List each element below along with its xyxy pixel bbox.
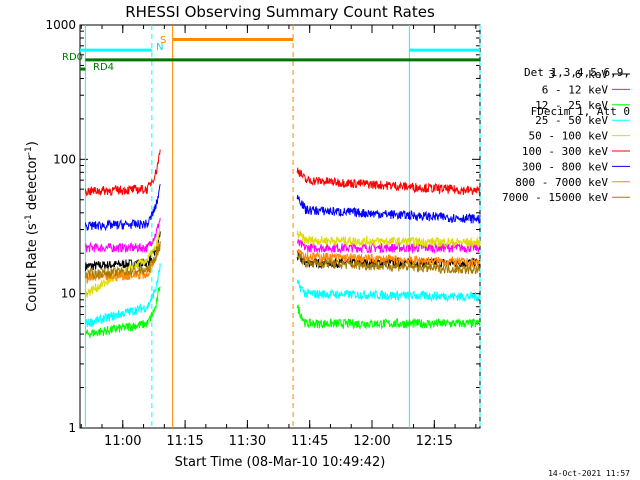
series-line <box>296 250 481 275</box>
series-line <box>84 149 161 197</box>
series-line <box>84 263 161 328</box>
x-tick-label: 12:00 <box>353 434 390 449</box>
x-tick-label: 11:45 <box>291 434 328 449</box>
flag-annotation-rd4: RD4 <box>93 62 114 73</box>
flag-annotation-rd0: RD0 <box>62 52 83 63</box>
legend-header-line-2: FDecim 1, Att 0 <box>530 105 630 118</box>
legend-label: 12 - 25 keV <box>535 99 608 112</box>
series-line <box>296 230 481 248</box>
x-tick-label: 12:15 <box>416 434 453 449</box>
chart-title: RHESSI Observing Summary Count Rates <box>125 3 435 21</box>
y-tick-label: 100 <box>53 152 76 166</box>
series-line <box>84 286 161 338</box>
x-tick-label: 11:00 <box>104 434 141 449</box>
legend-label: 50 - 100 keV <box>529 130 609 143</box>
series-line <box>84 218 161 254</box>
series-line <box>296 238 481 255</box>
legend-label: 300 - 800 keV <box>522 160 608 173</box>
series-line <box>296 167 481 197</box>
legend-label: 7000 - 15000 keV <box>502 191 608 204</box>
legend-label: 6 - 12 keV <box>542 83 609 96</box>
legend-label: 800 - 7000 keV <box>515 176 608 189</box>
series-line <box>296 279 481 303</box>
legend-label: 25 - 50 keV <box>535 114 608 127</box>
flag-annotation-n: N <box>156 42 163 53</box>
series-line <box>296 248 481 268</box>
y-axis-label: Count Rate (s-1 detector-1) <box>24 141 40 312</box>
series-line <box>85 227 161 299</box>
y-tick-label: 10 <box>61 287 76 301</box>
series-line <box>84 241 161 280</box>
x-axis-label: Start Time (08-Mar-10 10:49:42) <box>175 455 386 470</box>
legend-label: 100 - 300 keV <box>522 145 608 158</box>
series-line <box>84 231 161 272</box>
series-line <box>296 304 481 330</box>
series-line <box>296 194 481 225</box>
legend-header-line-1: Det 1,3,4,5,6,9, <box>524 66 630 79</box>
x-tick-label: 11:15 <box>166 434 203 449</box>
flag-annotation-s: S <box>160 35 166 46</box>
y-tick-label: 1000 <box>45 18 76 32</box>
x-tick-label: 11:30 <box>229 434 266 449</box>
series-line <box>84 184 161 232</box>
plot-timestamp: 14-Oct-2021 11:57 <box>548 469 630 478</box>
legend-header: Det 1,3,4,5,6,9, FDecim 1, Att 0 <box>524 40 630 131</box>
y-tick-label: 1 <box>68 421 76 435</box>
legend-label: 3 - 6 keV <box>548 68 608 81</box>
